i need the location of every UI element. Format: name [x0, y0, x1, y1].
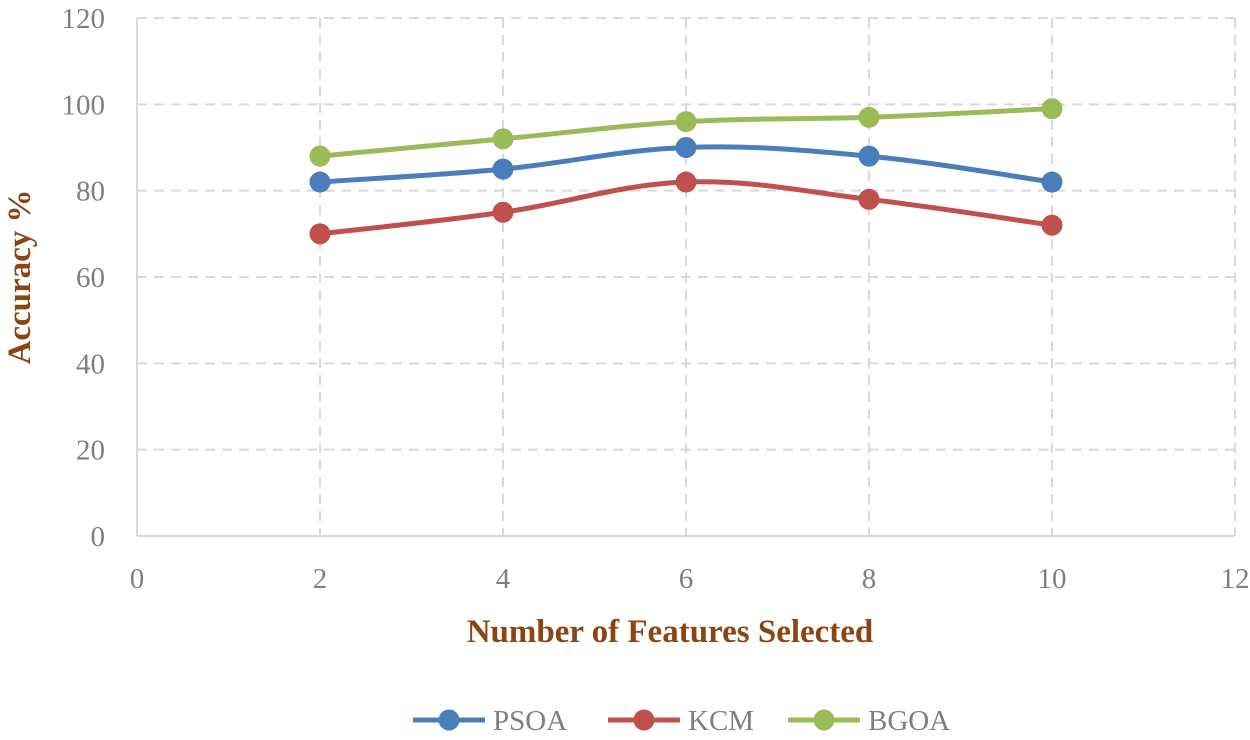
legend-label-psoa: PSOA: [493, 705, 567, 737]
legend-item-kcm: KCM: [608, 705, 754, 737]
x-tick-label: 12: [1221, 563, 1250, 595]
legend-label-bgoa: BGOA: [868, 705, 950, 737]
x-tick-label: 4: [496, 563, 511, 595]
legend-marker-bgoa: [813, 709, 835, 731]
data-point-psoa: [309, 171, 331, 193]
legend-marker-kcm: [633, 709, 655, 731]
x-tick-label: 0: [130, 563, 145, 595]
x-axis-title: Number of Features Selected: [467, 614, 874, 650]
legend-item-psoa: PSOA: [413, 705, 567, 737]
data-point-bgoa: [492, 128, 514, 150]
series-kcm: [309, 171, 1063, 245]
data-point-bgoa: [675, 111, 697, 133]
legend-item-bgoa: BGOA: [788, 705, 950, 737]
y-tick-label: 120: [62, 3, 106, 35]
data-point-kcm: [309, 223, 331, 245]
y-tick-label: 40: [76, 348, 105, 380]
data-point-kcm: [858, 188, 880, 210]
x-tick-label: 8: [862, 563, 877, 595]
data-point-psoa: [675, 137, 697, 158]
y-tick-label: 100: [62, 89, 106, 121]
legend-marker-psoa: [438, 709, 460, 731]
y-tick-label: 80: [76, 176, 105, 208]
x-tick-label: 10: [1038, 563, 1067, 595]
axes: [136, 18, 1235, 537]
y-tick-label: 60: [76, 262, 105, 294]
x-tick-label: 6: [679, 563, 694, 595]
data-point-kcm: [1041, 214, 1063, 236]
data-point-kcm: [492, 201, 514, 223]
y-axis-title: Accuracy %: [2, 189, 38, 364]
x-tick-label: 2: [313, 563, 328, 595]
y-tick-label: 20: [76, 435, 105, 467]
legend: PSOA KCM BGOA: [413, 705, 950, 737]
series-bgoa: [309, 98, 1063, 167]
tick-labels: 0 20 40 60 80 100 120 0 2 4 6 8 10 12: [62, 3, 1250, 595]
data-point-psoa: [1041, 171, 1063, 193]
data-point-bgoa: [1041, 98, 1063, 120]
series-lines: [309, 98, 1063, 245]
data-point-psoa: [492, 158, 514, 180]
data-point-bgoa: [858, 106, 880, 128]
gridlines: [137, 17, 1236, 536]
data-point-bgoa: [309, 145, 331, 167]
data-point-kcm: [675, 171, 697, 193]
legend-label-kcm: KCM: [688, 705, 754, 737]
data-point-psoa: [858, 145, 880, 167]
series-psoa: [309, 137, 1063, 193]
y-tick-label: 0: [91, 521, 106, 553]
